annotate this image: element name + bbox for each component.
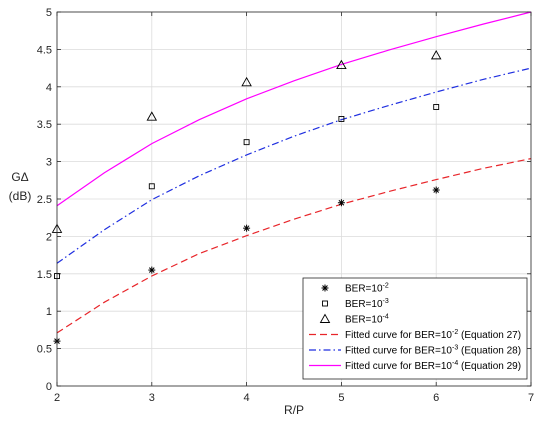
data-point-square (338, 116, 345, 122)
legend-entry-name: BER=10 (345, 284, 383, 295)
legend-entry-exponent: -2 (452, 329, 458, 336)
data-point-triangle (430, 49, 442, 60)
legend-entry: BER=10-3 (345, 298, 389, 310)
y-tick-label: 5 (46, 7, 52, 19)
y-tick-label: 2 (46, 231, 52, 243)
legend-entry-exponent: -4 (452, 360, 458, 367)
legend-entry: BER=10-4 (345, 314, 389, 326)
y-tick-labels: 0 0.5 1 1.5 2 2.5 3 3.5 4 4.5 5 (37, 7, 52, 393)
data-point-triangle (146, 111, 158, 121)
legend-entry-suffix: (Equation 29) (458, 361, 521, 372)
legend-entry-exponent: -3 (383, 298, 389, 305)
legend-entry-suffix: (Equation 28) (458, 346, 521, 357)
plot-frame (56, 11, 532, 387)
legend-entry-exponent: -4 (383, 314, 389, 321)
y-tick-label: 4 (46, 82, 52, 94)
legend-box (302, 277, 528, 380)
x-tick-label: 7 (528, 392, 534, 404)
x-tick-label: 3 (149, 392, 155, 404)
y-tick-label: 3.5 (37, 119, 52, 131)
legend-entry-name: BER=10 (345, 315, 383, 326)
legend-swatch-square (322, 300, 328, 307)
y-tick-label: 4.5 (37, 44, 52, 56)
fitted-curve-line (56, 158, 532, 334)
legend-entry-name: BER=10 (345, 299, 383, 310)
y-axis-unit: (dB) (9, 189, 32, 203)
legend-entry: Fitted curve for BER=10-2 (Equation 27) (345, 329, 521, 341)
legend-swatch-asterisk (321, 284, 329, 292)
legend-entry: Fitted curve for BER=10-4 (Equation 29) (345, 360, 521, 372)
data-points (51, 49, 442, 345)
y-axis-label: GΔ (11, 170, 28, 184)
legend-entry-suffix: (Equation 27) (458, 330, 521, 341)
data-point-asterisk (432, 186, 440, 194)
x-tick-label: 2 (54, 392, 60, 404)
fitted-curve-line (56, 11, 532, 207)
legend-entry: BER=10-2 (345, 283, 389, 295)
data-point-square (243, 139, 250, 146)
data-point-asterisk (148, 266, 156, 274)
data-point-square (148, 183, 155, 190)
x-tick-labels: 2 3 4 5 6 7 (54, 392, 534, 404)
legend-entry-name: Fitted curve for BER=10 (345, 346, 452, 357)
legend-entry-exponent: -3 (452, 345, 458, 352)
x-tick-label: 4 (244, 392, 250, 404)
y-tick-label: 0.5 (37, 344, 52, 356)
x-tick-label: 6 (433, 392, 439, 404)
x-tick-label: 5 (338, 392, 344, 404)
x-axis-label: R/P (284, 403, 304, 417)
data-point-asterisk (337, 199, 345, 207)
data-point-asterisk (243, 224, 251, 232)
y-tick-label: 2.5 (37, 194, 52, 206)
data-point-triangle (241, 76, 252, 87)
legend-entry: Fitted curve for BER=10-3 (Equation 28) (345, 345, 521, 357)
y-tick-label: 3 (46, 157, 52, 169)
fitted-curves (56, 11, 532, 334)
y-tick-label: 1 (46, 306, 52, 318)
legend-entry-exponent: -2 (383, 283, 389, 290)
legend-entry-name: Fitted curve for BER=10 (345, 330, 452, 341)
legend-entry-name: Fitted curve for BER=10 (345, 361, 452, 372)
y-tick-label: 1.5 (37, 269, 52, 281)
data-point-square (433, 104, 440, 110)
data-point-triangle (336, 59, 347, 70)
fitted-curve-line (56, 67, 532, 264)
y-tick-label: 0 (46, 381, 52, 393)
legend-swatch-triangle (319, 313, 331, 323)
